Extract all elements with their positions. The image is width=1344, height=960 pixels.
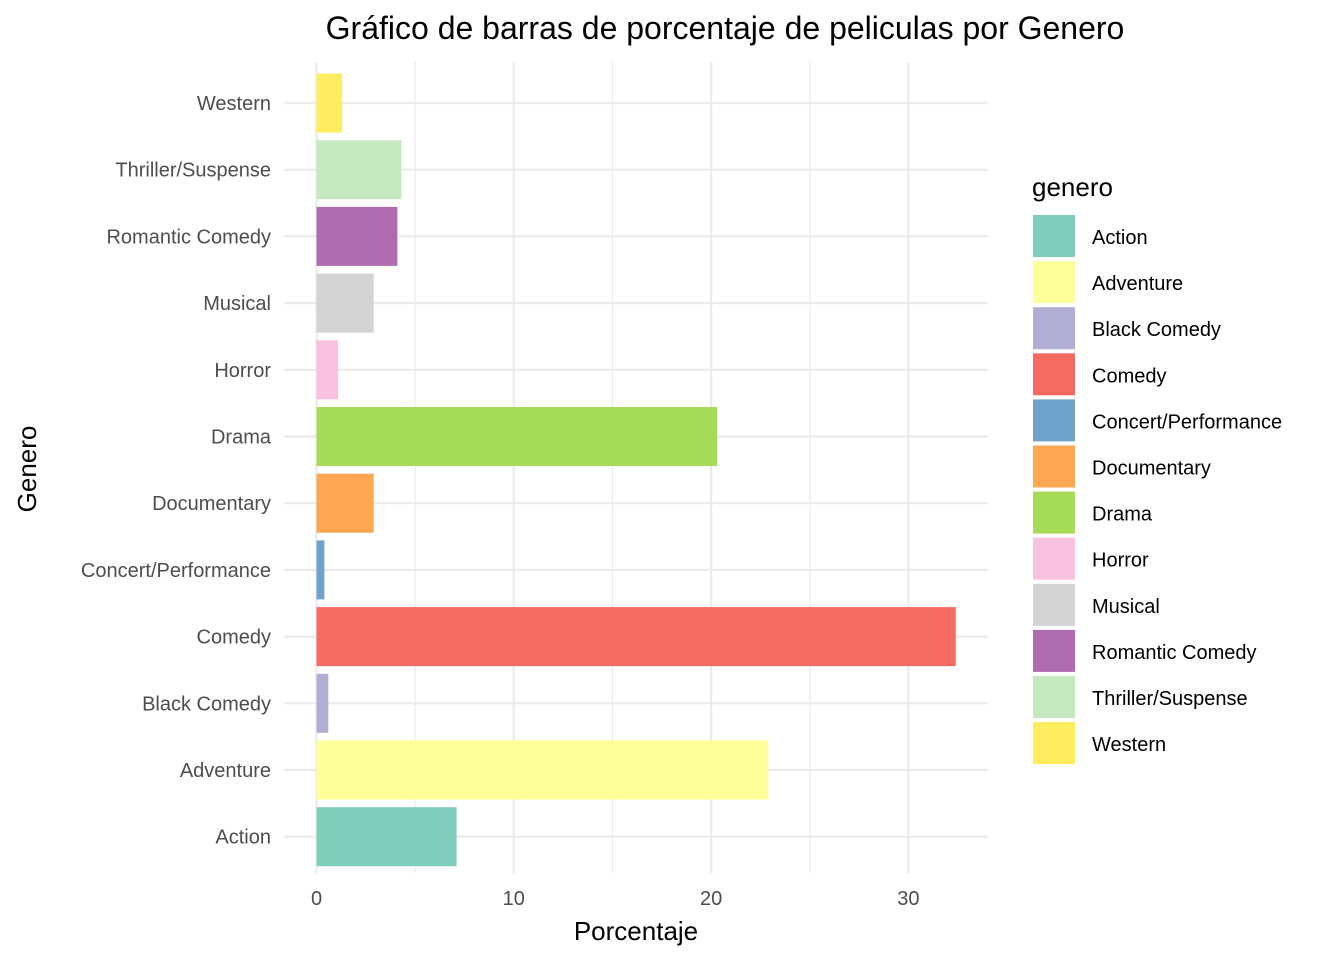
- bar-musical: [316, 273, 374, 333]
- bar-drama: [316, 407, 718, 466]
- legend-key-western: [1033, 722, 1075, 765]
- bar-concert-performance: [316, 540, 325, 600]
- y-tick-label-action: Action: [215, 827, 271, 849]
- legend-key-drama: [1033, 491, 1075, 534]
- bars: [316, 73, 956, 867]
- legend-label-western: Western: [1092, 734, 1166, 756]
- y-tick-label-adventure: Adventure: [180, 760, 271, 782]
- bar-adventure: [316, 740, 769, 800]
- legend-key-horror: [1033, 537, 1075, 580]
- bar-thriller-suspense: [316, 140, 402, 200]
- y-tick-label-musical: Musical: [203, 293, 271, 315]
- legend-key-concert-performance: [1033, 399, 1075, 442]
- y-tick-label-comedy: Comedy: [197, 627, 271, 649]
- legend-key-thriller-suspense: [1033, 676, 1075, 718]
- y-tick-label-documentary: Documentary: [152, 493, 271, 515]
- legend: Action Adventure Black Comedy Comedy Concert…: [1033, 215, 1282, 765]
- y-tick-label-black-comedy: Black Comedy: [142, 693, 271, 715]
- bar-comedy: [316, 607, 956, 667]
- x-tick-label: 10: [503, 888, 525, 910]
- legend-label-concert-performance: Concert/Performance: [1092, 411, 1282, 433]
- legend-label-horror: Horror: [1092, 550, 1149, 572]
- bar-documentary: [316, 473, 374, 533]
- legend-label-documentary: Documentary: [1092, 458, 1211, 480]
- legend-key-adventure: [1033, 261, 1075, 304]
- x-axis-title: Porcentaje: [574, 916, 698, 946]
- y-tick-label-drama: Drama: [211, 427, 272, 449]
- y-axis-title: Genero: [12, 426, 42, 513]
- legend-label-romantic-comedy: Romantic Comedy: [1092, 642, 1257, 664]
- legend-label-black-comedy: Black Comedy: [1092, 319, 1221, 341]
- legend-label-drama: Drama: [1092, 504, 1153, 526]
- x-tick-label: 30: [897, 888, 919, 910]
- legend-label-action: Action: [1092, 227, 1148, 249]
- bar-western: [316, 73, 343, 133]
- x-tick-label: 0: [311, 888, 322, 910]
- y-tick-label-romantic-comedy: Romantic Comedy: [106, 226, 271, 248]
- legend-label-thriller-suspense: Thriller/Suspense: [1092, 688, 1248, 710]
- y-tick-label-western: Western: [197, 93, 271, 115]
- legend-key-romantic-comedy: [1033, 629, 1075, 672]
- legend-title: genero: [1032, 172, 1113, 202]
- legend-label-musical: Musical: [1092, 596, 1160, 618]
- legend-key-action: [1033, 215, 1075, 257]
- bar-action: [316, 807, 457, 867]
- legend-label-adventure: Adventure: [1092, 273, 1183, 295]
- legend-key-musical: [1033, 583, 1075, 626]
- y-tick-label-thriller-suspense: Thriller/Suspense: [115, 160, 271, 182]
- bar-horror: [316, 340, 339, 400]
- legend-key-documentary: [1033, 445, 1075, 488]
- bar-black-comedy: [316, 673, 329, 733]
- y-tick-label-horror: Horror: [214, 360, 271, 382]
- x-tick-label: 20: [700, 888, 722, 910]
- legend-label-comedy: Comedy: [1092, 365, 1166, 387]
- legend-key-comedy: [1033, 353, 1075, 396]
- bar-romantic-comedy: [316, 206, 398, 266]
- legend-key-black-comedy: [1033, 307, 1075, 350]
- chart-title: Gráfico de barras de porcentaje de pelic…: [326, 10, 1125, 46]
- y-tick-label-concert-performance: Concert/Performance: [81, 560, 271, 582]
- axes: 0 10 20 30 Action Adventure Black Comedy Comedy…: [81, 93, 920, 910]
